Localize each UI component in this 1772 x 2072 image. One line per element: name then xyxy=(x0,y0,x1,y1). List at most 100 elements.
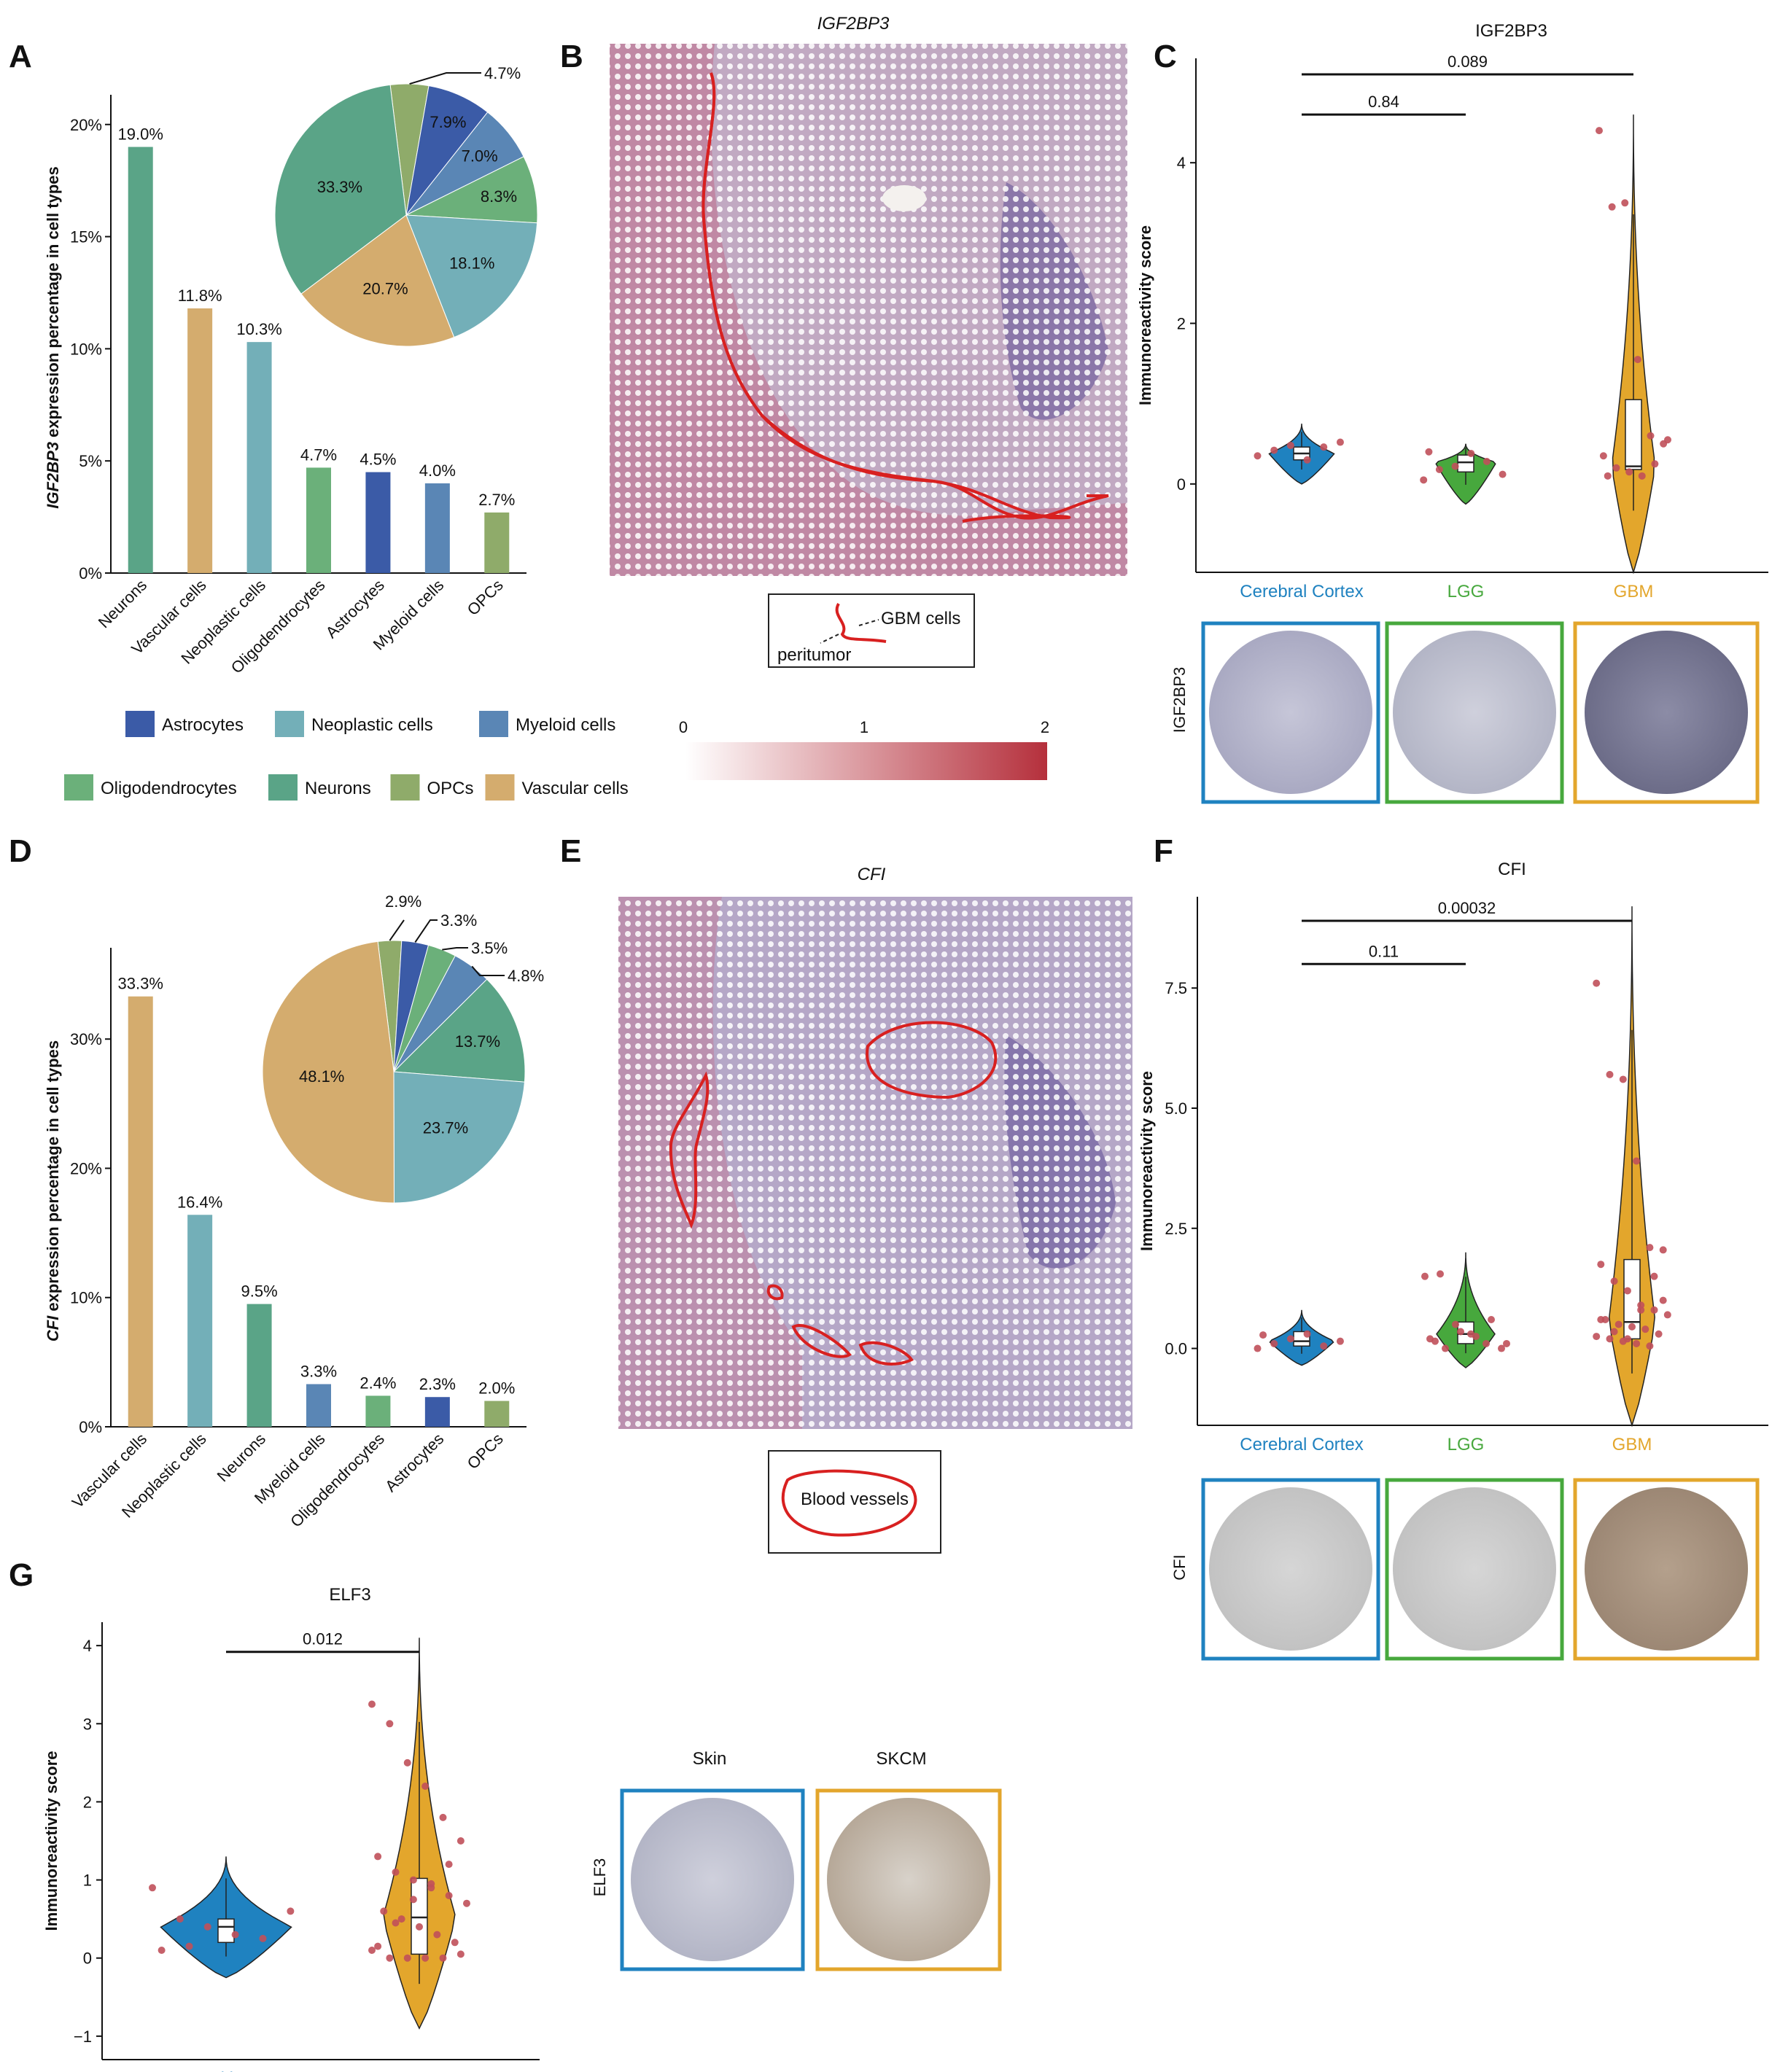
data-point xyxy=(409,1876,417,1884)
group-label: Skin xyxy=(209,2069,244,2072)
pie-label: 48.1% xyxy=(299,1067,344,1086)
bar-value-label: 19.0% xyxy=(118,125,163,144)
y-tick-label: −1 xyxy=(74,2028,92,2046)
y-tick-label: 5% xyxy=(79,452,102,470)
ihc-g-skcm-core xyxy=(827,1798,990,1961)
legend-swatch xyxy=(390,774,420,801)
violin-title: IGF2BP3 xyxy=(1475,21,1547,41)
data-point xyxy=(416,1923,423,1931)
bar-value-label: 2.3% xyxy=(419,1375,456,1393)
y-axis-title: Immunoreactivity score xyxy=(42,1751,61,1931)
data-point xyxy=(439,1813,447,1821)
ihc-c-cortex-core xyxy=(1209,631,1372,794)
data-point xyxy=(1664,436,1671,444)
pie-label: 23.7% xyxy=(423,1119,468,1137)
legend-label: Neurons xyxy=(305,779,371,798)
data-point xyxy=(1628,1323,1636,1331)
data-point xyxy=(1623,1335,1631,1343)
pie-label: 13.7% xyxy=(455,1032,500,1051)
box xyxy=(411,1877,428,1955)
bar-value-label: 2.4% xyxy=(360,1374,396,1392)
slide-b-spots xyxy=(610,44,1127,576)
ihc-g-skin-core xyxy=(631,1798,794,1961)
data-point xyxy=(1597,1261,1605,1269)
legend-label: Astrocytes xyxy=(162,715,244,735)
data-point xyxy=(1593,979,1601,987)
data-point xyxy=(1303,1330,1311,1338)
legend-label: OPCs xyxy=(427,779,474,798)
bar-value-label: 10.3% xyxy=(236,320,281,338)
data-point xyxy=(1270,446,1278,454)
legend-swatch xyxy=(275,711,304,737)
bar xyxy=(484,512,510,573)
bar-value-label: 16.4% xyxy=(177,1193,222,1211)
data-point xyxy=(1435,466,1443,473)
bar xyxy=(128,996,153,1427)
y-tick-label: 2 xyxy=(83,1793,92,1811)
data-point xyxy=(421,1954,430,1962)
data-point xyxy=(403,1954,411,1962)
data-point xyxy=(1320,443,1328,451)
data-point xyxy=(1451,462,1459,470)
data-point xyxy=(1610,1277,1618,1285)
data-point xyxy=(421,1783,430,1790)
data-point xyxy=(1633,356,1641,364)
data-point xyxy=(1336,1337,1344,1345)
data-point xyxy=(427,1880,435,1888)
legend-swatch xyxy=(125,711,155,737)
vessel-outline-4 xyxy=(791,1324,852,1358)
ihc-g-row-label: ELF3 xyxy=(591,1858,609,1897)
data-point xyxy=(1638,472,1646,480)
data-point xyxy=(1614,1320,1623,1328)
data-point xyxy=(403,1759,411,1767)
data-point xyxy=(1483,1339,1490,1347)
data-point xyxy=(259,1934,267,1942)
ihc-c-lgg-core xyxy=(1393,631,1556,794)
spatial-b: IGF2BP3 GBM cells peritumor 0 1 2 xyxy=(610,14,1127,780)
x-tick-label: Astrocytes xyxy=(381,1430,447,1495)
data-point xyxy=(1467,449,1475,457)
data-point xyxy=(409,1896,417,1904)
pie-label: 8.3% xyxy=(481,187,517,206)
data-point xyxy=(1606,1335,1614,1343)
data-point xyxy=(1599,452,1607,460)
data-point xyxy=(203,1923,211,1931)
data-point xyxy=(149,1884,156,1892)
bar xyxy=(306,1384,331,1427)
bar-value-label: 4.0% xyxy=(419,461,456,480)
data-point xyxy=(1597,1316,1605,1323)
panel-label-b: B xyxy=(560,39,583,74)
panel-label-e: E xyxy=(560,833,581,869)
pie-slice xyxy=(393,1071,525,1204)
pie-slice xyxy=(274,84,407,295)
data-point xyxy=(386,1720,394,1728)
cell-type-legend: Astrocytes Neoplastic cells Myeloid cells O… xyxy=(64,711,629,801)
pie-callout xyxy=(409,72,481,85)
pie-label: 3.3% xyxy=(440,911,477,930)
data-point xyxy=(1625,468,1633,476)
chart-d-pie: 2.9% 3.3% 3.5%4.8% 13.7% 23.7% 48.1% xyxy=(262,892,544,1204)
data-point xyxy=(1650,1306,1658,1314)
ihc-g-col-skin: Skin xyxy=(693,1749,727,1769)
colorbar xyxy=(685,742,1047,780)
inset-b xyxy=(768,593,975,668)
p-value-label: 0.012 xyxy=(303,1630,343,1648)
x-tick-label: Neurons xyxy=(95,576,150,631)
data-point xyxy=(1663,1311,1671,1319)
spatial-e: CFI Blood vessels xyxy=(618,865,1132,1554)
y-axis-title-gene: IGF2BP3 xyxy=(44,442,62,509)
pie-label: 7.0% xyxy=(462,147,498,165)
bar xyxy=(424,483,450,573)
spatial-b-title: IGF2BP3 xyxy=(817,14,890,34)
inset-b-label-peritumor: peritumor xyxy=(777,645,851,665)
data-point xyxy=(176,1915,184,1923)
legend-label: Neoplastic cells xyxy=(311,715,433,735)
box xyxy=(1625,399,1642,470)
data-point xyxy=(1659,1296,1667,1304)
p-value-label: 0.84 xyxy=(1368,93,1399,111)
data-point xyxy=(445,1861,453,1869)
x-tick-label: Neurons xyxy=(214,1430,269,1485)
data-point xyxy=(463,1899,470,1907)
group-label: LGG xyxy=(1447,1435,1485,1454)
data-point xyxy=(1604,472,1612,480)
